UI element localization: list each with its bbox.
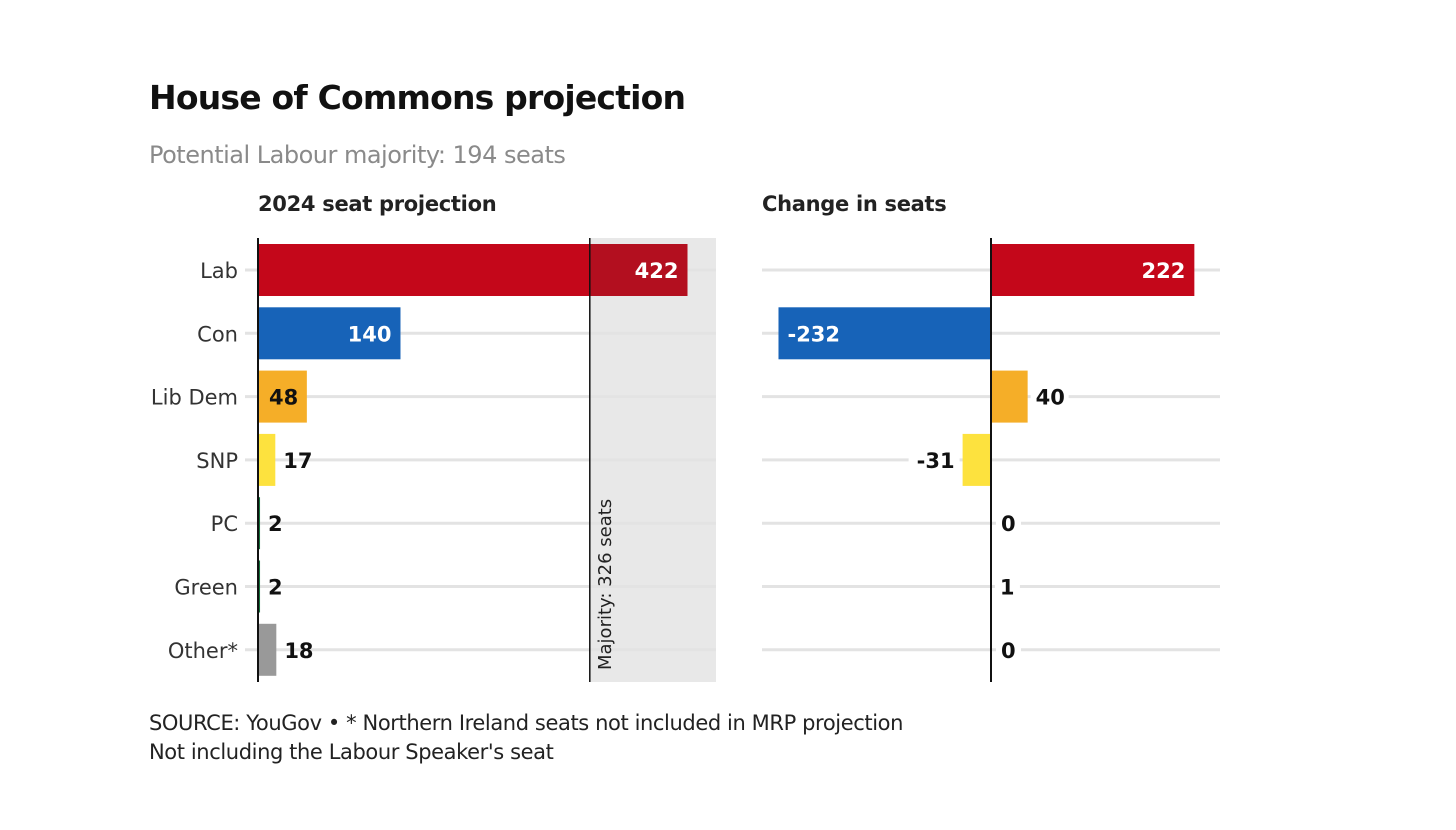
value-label-green: 2 <box>268 576 283 600</box>
change-bar-lib-dem <box>991 370 1028 423</box>
bar-lib-dem <box>258 370 307 423</box>
category-label-lib-dem: Lib Dem <box>151 386 238 410</box>
label-backing-lib-dem <box>1030 384 1069 409</box>
bar-snp <box>258 433 276 486</box>
chart-footer: SOURCE: YouGov • * Northern Ireland seat… <box>149 709 903 767</box>
label-backing-pc <box>996 511 1021 536</box>
category-label-green: Green <box>174 576 238 600</box>
bar-over-majority-lab <box>589 244 688 296</box>
change-in-seats-panel: 222 -232 40 -31 0 1 0 <box>762 238 1220 682</box>
change-bar-con <box>778 307 991 360</box>
category-label-pc: PC <box>211 512 238 536</box>
bar-con <box>258 307 401 360</box>
value-label-snp: 17 <box>283 449 312 473</box>
bar-other <box>258 623 277 676</box>
bar-pc <box>258 497 261 550</box>
change-bar-snp <box>962 433 991 486</box>
right-panel-title: Change in seats <box>762 192 947 216</box>
label-backing-other <box>996 637 1021 662</box>
value-label-con: 140 <box>348 322 392 346</box>
label-backing-green <box>994 574 1020 599</box>
value-label-pc: 2 <box>268 512 283 536</box>
label-backing-snp <box>908 447 960 472</box>
value-label-other: 18 <box>284 639 313 663</box>
speaker-note: Not including the Labour Speaker's seat <box>149 740 554 764</box>
value-label-lib-dem: 48 <box>269 386 298 410</box>
value-label-lab: 422 <box>635 259 679 283</box>
change-value-label-lab: 222 <box>1142 259 1186 283</box>
change-value-label-other: 0 <box>1001 639 1016 663</box>
chart-title: House of Commons projection <box>149 78 686 117</box>
category-label-snp: SNP <box>196 449 238 473</box>
category-label-lab: Lab <box>200 259 238 283</box>
chart-subtitle: Potential Labour majority: 194 seats <box>149 141 566 169</box>
change-value-label-pc: 0 <box>1001 512 1016 536</box>
bar-green <box>258 560 261 613</box>
change-value-label-snp: -31 <box>917 449 955 473</box>
change-value-label-con: -232 <box>787 322 840 346</box>
majority-label: Majority: 326 seats <box>595 499 616 670</box>
seat-projection-panel: Majority: 326 seats Lab 422 Con 140 Lib Dem 48… <box>151 238 716 682</box>
change-value-label-lib-dem: 40 <box>1036 386 1065 410</box>
category-label-con: Con <box>197 322 238 346</box>
source-note: SOURCE: YouGov • * Northern Ireland seat… <box>149 711 904 735</box>
change-value-label-green: 1 <box>1000 576 1015 600</box>
left-panel-title: 2024 seat projection <box>258 192 497 216</box>
category-label-other: Other* <box>168 639 238 663</box>
change-bar-lab <box>991 244 1195 296</box>
